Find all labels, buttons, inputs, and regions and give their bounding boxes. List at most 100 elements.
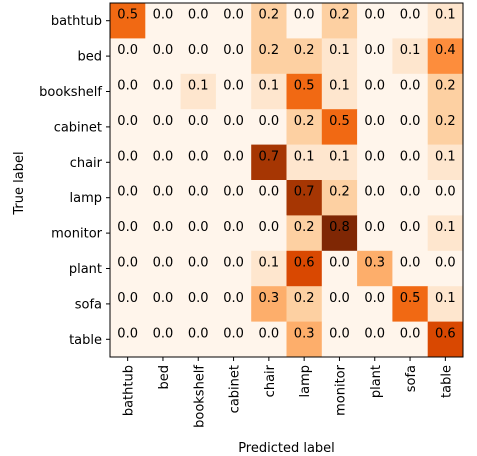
cell-value-label: 0.0 <box>400 149 421 164</box>
heatmap-cell <box>392 250 429 287</box>
cell-value-label: 0.0 <box>400 114 421 129</box>
heatmap-cell <box>110 3 146 39</box>
cell-value-label: 0.1 <box>294 149 315 164</box>
cell-value-label: 0.0 <box>364 326 385 341</box>
heatmap-cell <box>180 286 217 322</box>
cell-value-label: 0.2 <box>294 43 315 58</box>
cell-value-label: 0.0 <box>435 256 456 271</box>
heatmap-cell <box>321 109 358 145</box>
cell-value-labels: 0.5 0.0 0.0 0.0 0.2 0.0 0.2 0.0 0.0 0.1 0.0 0.0 0.0 0… <box>117 8 455 342</box>
plot-frame <box>109 2 464 358</box>
heatmap-cell <box>427 250 464 287</box>
cell-value-label: 0.5 <box>117 8 138 23</box>
heatmap-cell <box>286 109 323 145</box>
cell-value-label: 0.0 <box>364 79 385 94</box>
cell-value-label: 0.0 <box>223 291 244 306</box>
heatmap-cell <box>357 250 393 287</box>
heatmap-cell <box>251 215 287 252</box>
cell-value-label: 0.2 <box>294 220 315 235</box>
heatmap-cell <box>251 250 287 287</box>
cell-value-label: 0.2 <box>435 114 456 129</box>
heatmap-cell <box>321 215 358 252</box>
heatmap-cell <box>427 321 464 358</box>
x-tick-label: bathtub <box>122 365 137 416</box>
x-tick-label: plant <box>369 365 384 398</box>
heatmap-cell <box>110 286 146 322</box>
heatmap-cell <box>145 73 181 110</box>
heatmap-cell <box>286 250 323 287</box>
cell-value-label: 0.0 <box>364 220 385 235</box>
heatmap-cell <box>286 73 323 110</box>
cell-value-label: 0.6 <box>435 326 456 341</box>
x-tick-label: bed <box>157 365 172 390</box>
heatmap-cell <box>215 73 252 110</box>
heatmap-cell <box>251 180 287 216</box>
cell-value-label: 0.0 <box>435 185 456 200</box>
cell-value-label: 0.2 <box>259 8 280 23</box>
y-tick-label: bookshelf <box>39 85 102 100</box>
cell-value-label: 0.5 <box>294 79 315 94</box>
cell-value-label: 0.1 <box>329 43 350 58</box>
heatmap-cell <box>110 38 146 75</box>
heatmap-cell <box>180 250 217 287</box>
cell-value-label: 0.0 <box>364 149 385 164</box>
cell-value-label: 0.0 <box>153 114 174 129</box>
heatmap-cell <box>427 3 464 39</box>
heatmap-cell <box>145 215 181 252</box>
cell-value-label: 0.0 <box>364 8 385 23</box>
heatmap-cell <box>180 109 217 145</box>
heatmap-cell <box>392 3 429 39</box>
cell-value-label: 0.0 <box>259 220 280 235</box>
heatmap-cell <box>321 180 358 216</box>
heatmap-cell <box>215 109 252 145</box>
heatmap-cell <box>286 215 323 252</box>
heatmap-cell <box>321 38 358 75</box>
heatmap-cell <box>427 109 464 145</box>
x-tick-label: lamp <box>298 365 313 398</box>
heatmap-cell <box>427 73 464 110</box>
heatmap-cell <box>215 215 252 252</box>
cell-value-label: 0.1 <box>329 79 350 94</box>
cell-value-label: 0.0 <box>188 326 209 341</box>
heatmap-cell <box>392 321 429 358</box>
heatmap-cell <box>215 144 252 181</box>
heatmap-cell <box>215 286 252 322</box>
y-tick-label: monitor <box>51 227 103 242</box>
cell-value-label: 0.6 <box>294 256 315 271</box>
heatmap-cell <box>251 321 287 358</box>
heatmap-cell <box>251 144 287 181</box>
heatmap-cell <box>180 215 217 252</box>
cell-value-label: 0.0 <box>223 185 244 200</box>
cell-value-label: 0.8 <box>329 220 350 235</box>
heatmap-cell <box>110 215 146 252</box>
cell-value-label: 0.2 <box>259 43 280 58</box>
cell-value-label: 0.0 <box>400 8 421 23</box>
cell-value-label: 0.0 <box>117 291 138 306</box>
heatmap-cell <box>251 38 287 75</box>
cell-value-label: 0.0 <box>153 326 174 341</box>
cell-value-label: 0.0 <box>188 185 209 200</box>
y-tick-label: bed <box>77 50 102 65</box>
x-axis-ticks: bathtub bed bookshelf cabinet chair lamp monit… <box>122 357 454 428</box>
heatmap-cell <box>427 180 464 216</box>
heatmap-cell <box>145 109 181 145</box>
cell-value-label: 0.1 <box>259 256 280 271</box>
heatmap-cell <box>110 321 146 358</box>
heatmap-cell <box>215 3 252 39</box>
heatmap-cell <box>180 321 217 358</box>
heatmap-cell <box>392 286 429 322</box>
cell-value-label: 0.0 <box>117 256 138 271</box>
cell-value-label: 0.1 <box>400 43 421 58</box>
cell-value-label: 0.0 <box>117 149 138 164</box>
heatmap-cell <box>215 180 252 216</box>
heatmap-cell <box>357 109 393 145</box>
x-tick-label: table <box>439 365 454 398</box>
heatmap-cell <box>357 144 393 181</box>
heatmap-cell <box>110 180 146 216</box>
cell-value-label: 0.0 <box>117 114 138 129</box>
cell-value-label: 0.7 <box>259 149 280 164</box>
y-tick-label: lamp <box>70 191 103 206</box>
y-tick-label: chair <box>70 156 103 171</box>
cell-value-label: 0.0 <box>259 114 280 129</box>
